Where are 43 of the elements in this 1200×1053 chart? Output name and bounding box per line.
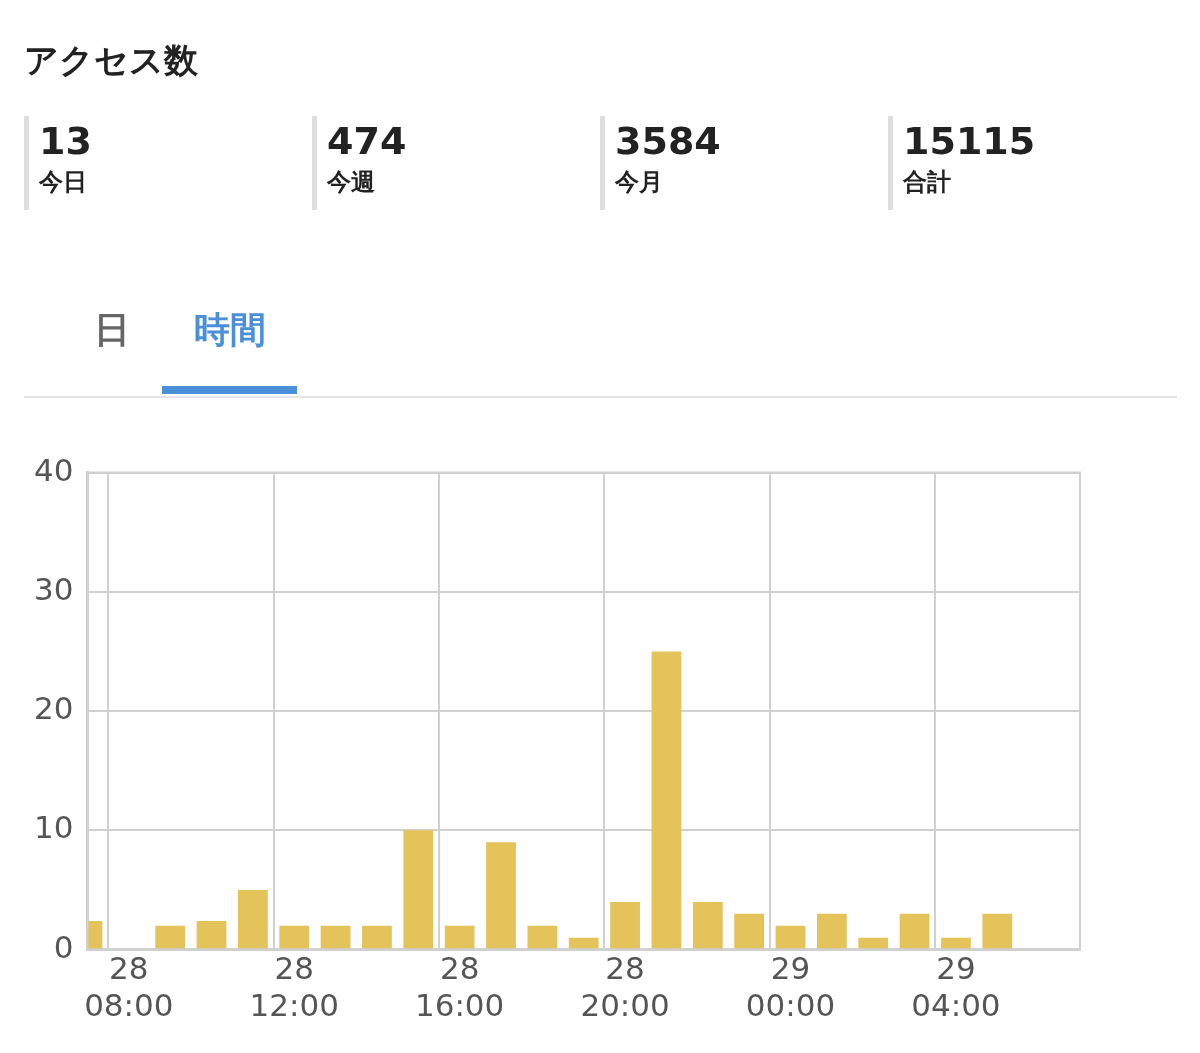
data-label: 474 — [327, 118, 407, 165]
y-tick-label: 20 — [33, 690, 74, 727]
bar — [403, 830, 434, 949]
bar — [734, 913, 765, 949]
data-label: 3584 — [615, 118, 721, 165]
bar — [858, 937, 889, 949]
text: 日 — [92, 308, 131, 352]
bar — [444, 925, 475, 949]
text: アクセス数 — [24, 39, 198, 82]
x-tick-label: 29 04:00 — [911, 950, 1001, 1024]
category-label: 今日 — [39, 167, 88, 198]
bar — [527, 925, 558, 949]
bar — [692, 901, 723, 949]
y-tick-label: 10 — [33, 809, 74, 846]
bar — [155, 925, 186, 949]
bar — [279, 925, 310, 949]
category-label: 合計 — [903, 167, 952, 198]
bar — [775, 925, 806, 949]
x-tick-label: 29 00:00 — [745, 950, 836, 1024]
text: 時間 — [162, 306, 297, 394]
y-tick-label: 30 — [33, 570, 74, 607]
bar — [568, 937, 599, 949]
category-label: 今月 — [615, 167, 664, 198]
bar — [362, 925, 392, 949]
bar — [320, 925, 351, 949]
bar — [237, 889, 268, 949]
bar — [651, 651, 682, 949]
x-tick-label: 28 08:00 — [84, 950, 174, 1024]
bar — [816, 913, 847, 949]
bar — [196, 920, 227, 949]
bar — [941, 937, 971, 949]
y-tick-label: 0 — [53, 928, 74, 965]
data-label: 15115 — [903, 118, 1036, 165]
y-tick-label: 40 — [33, 451, 74, 488]
bar — [982, 913, 1013, 949]
data-label: 13 — [39, 118, 92, 165]
x-tick-label: 28 20:00 — [580, 950, 670, 1024]
bar — [899, 913, 930, 949]
x-tick-label: 28 12:00 — [249, 950, 339, 1024]
bar — [486, 842, 516, 949]
bar — [610, 901, 640, 949]
category-label: 今週 — [327, 167, 376, 198]
x-tick-label: 28 16:00 — [414, 950, 505, 1024]
